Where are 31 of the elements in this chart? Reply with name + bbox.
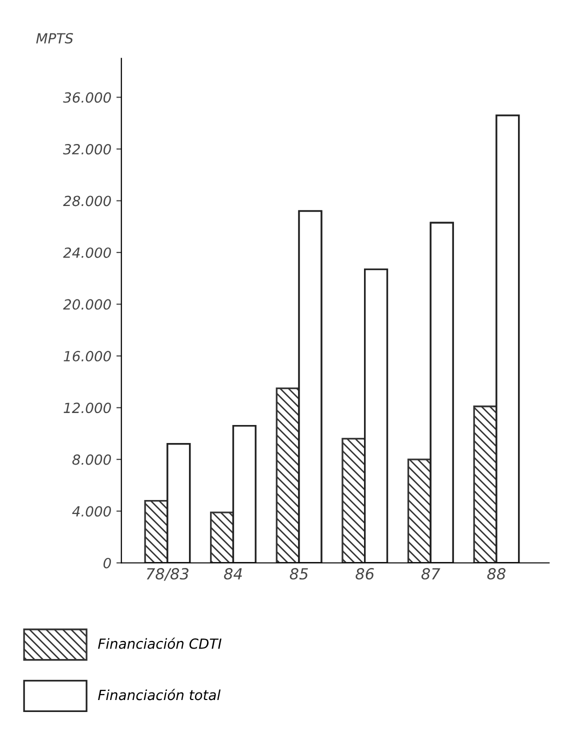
x-tick-label: 87 — [421, 568, 440, 580]
y-tick-label: 36.000 — [63, 92, 111, 103]
bar — [430, 222, 454, 563]
y-tick-label: 24.000 — [63, 247, 111, 258]
y-tick-label: 32.000 — [63, 144, 111, 154]
x-tick-label: 84 — [224, 568, 242, 580]
x-tick-label: 86 — [356, 568, 374, 580]
bar — [232, 424, 256, 563]
x-tick-label: 88 — [487, 568, 506, 580]
y-tick-label: 4.000 — [72, 506, 111, 517]
y-tick-label: 28.000 — [63, 196, 111, 206]
bar — [364, 268, 388, 563]
bar — [496, 114, 520, 563]
y-axis-title: MPTS — [36, 33, 74, 44]
x-tick-label: 78/83 — [146, 568, 188, 581]
y-tick-label: 0 — [104, 558, 111, 568]
bar — [298, 210, 322, 563]
bar — [210, 512, 234, 563]
y-tick-label: 8.000 — [72, 454, 111, 465]
legend-label: Financiación total — [98, 688, 221, 700]
bar — [144, 500, 168, 563]
y-tick-label: 12.000 — [64, 402, 111, 414]
bar — [407, 458, 432, 563]
x-tick-label: 85 — [290, 568, 308, 580]
y-tick-label: 20.000 — [63, 299, 111, 310]
y-tick-label: 16.000 — [64, 350, 111, 362]
bar — [276, 387, 300, 563]
legend-label: Financiación CDTI — [98, 638, 222, 649]
bar — [342, 438, 366, 563]
bar — [473, 406, 498, 563]
bar — [166, 443, 191, 563]
